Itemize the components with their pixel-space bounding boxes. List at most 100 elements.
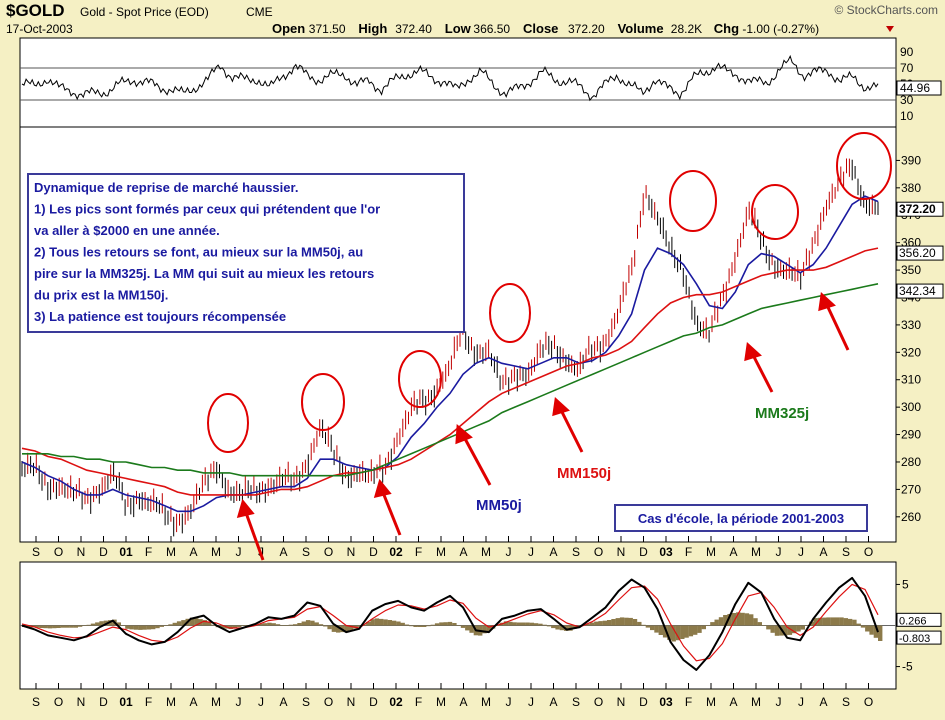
arrow-6 (824, 302, 850, 351)
macd-histogram-bar (65, 625, 70, 628)
arrow-6-head (818, 291, 836, 312)
price-xtick-label-27: D (639, 545, 648, 559)
price-xtick-label-6: M (166, 545, 176, 559)
macd-label-box-1 (896, 630, 942, 645)
macd-histogram-bar (219, 625, 225, 629)
macd-xtick-label-10: J (258, 695, 264, 709)
macd-histogram-bar (172, 622, 177, 626)
macd-histogram-bar (422, 625, 427, 627)
macd-histogram-bar (207, 622, 212, 626)
price-xtick-label-20: M (481, 545, 491, 559)
ma150-label: MM150j (557, 465, 611, 482)
macd-histogram-bar (426, 625, 431, 627)
macd-histogram-bar (379, 618, 384, 626)
arrow-3-head (455, 423, 473, 445)
arrow-1-head (236, 498, 255, 519)
macd-xtick-label-33: J (776, 695, 782, 709)
macd-histogram-bar (611, 619, 616, 626)
macd-histogram-bar (869, 625, 874, 635)
macd-histogram-bar (753, 618, 758, 626)
macd-histogram-bar (822, 617, 827, 626)
macd-histogram-bar (163, 625, 169, 626)
macd-histogram-bar (538, 623, 543, 626)
price-tick-label-10: 290 (901, 428, 921, 442)
peak-circle-2 (301, 373, 345, 431)
macd-histogram-bar (693, 625, 698, 635)
macd-xtick-label-16: 02 (389, 695, 403, 709)
macd-xtick-label-19: A (459, 695, 467, 709)
macd-histogram-bar (559, 625, 565, 631)
price-xtick-label-32: M (751, 545, 761, 559)
macd-histogram-bar (555, 625, 560, 630)
price-xtick-label-30: M (706, 545, 716, 559)
arrow-5 (750, 352, 774, 393)
macd-histogram-bar (460, 625, 466, 628)
macd-histogram-bar (723, 615, 728, 626)
macd-xtick-label-6: M (166, 695, 176, 709)
ohlc-value-1: 372.40 (395, 22, 432, 36)
macd-histogram-bar (155, 625, 160, 629)
macd-histogram-bar (439, 622, 444, 626)
arrow-2-head (373, 478, 392, 499)
price-xtick-label-24: S (572, 545, 580, 559)
macd-histogram-bar (90, 623, 96, 626)
macd-xtick-label-37: O (864, 695, 873, 709)
macd-histogram-bar (344, 625, 349, 632)
macd-xtick-label-15: D (369, 695, 378, 709)
macd-histogram-bar (258, 623, 263, 626)
arrow-1 (243, 509, 265, 561)
ohlc-label-3: Close (523, 21, 558, 36)
macd-xtick-label-31: A (729, 695, 737, 709)
macd-histogram-bar (465, 625, 470, 631)
change-down-icon (886, 26, 894, 32)
macd-histogram-bar (452, 623, 457, 626)
price-label-1: 356.20 (899, 246, 936, 260)
peak-circle-7 (836, 132, 892, 200)
price-xtick-label-16: 02 (389, 545, 403, 559)
macd-histogram-bar (34, 625, 40, 628)
ma-line-MM325j (22, 283, 879, 477)
rsi-tick-label-0: 90 (900, 45, 914, 59)
macd-histogram-bar (228, 625, 233, 630)
macd-histogram-bar (847, 618, 853, 626)
macd-histogram-bar (262, 623, 268, 626)
macd-histogram-bar (293, 624, 298, 626)
macd-histogram-bar (237, 625, 242, 627)
macd-histogram-bar (718, 617, 724, 626)
macd-histogram-bar (400, 622, 405, 626)
ma325-label: MM325j (755, 405, 809, 422)
ohlc-label-4: Volume (618, 21, 664, 36)
macd-histogram-bar (783, 625, 788, 636)
macd-xtick-label-34: J (798, 695, 804, 709)
macd-histogram-bar (839, 617, 844, 626)
macd-histogram-bar (486, 625, 491, 632)
macd-histogram-bar (749, 614, 754, 626)
macd-histogram-bar (602, 620, 608, 626)
macd-histogram-bar (607, 620, 612, 626)
macd-histogram-bar (521, 622, 526, 626)
macd-histogram-bar (619, 617, 625, 626)
price-xtick-label-17: F (415, 545, 422, 559)
macd-histogram-bar (761, 625, 767, 626)
macd-histogram-bar (275, 624, 281, 626)
macd-histogram-bar (357, 625, 362, 627)
period-box-text: Cas d'école, la période 2001-2003 (638, 511, 844, 526)
macd-histogram-bar (280, 625, 285, 626)
macd-xtick-label-23: A (549, 695, 557, 709)
ohlc-row: Open 371.50 High 372.40 Low 366.50 Close 372.20… (272, 21, 819, 36)
price-xtick-label-36: S (842, 545, 850, 559)
price-tick-label-8: 310 (901, 373, 921, 387)
macd-xtick-label-8: M (211, 695, 221, 709)
price-tick-label-12: 270 (901, 482, 921, 496)
ohlc-label-0: Open (272, 21, 305, 36)
macd-histogram-bar (701, 625, 706, 630)
macd-xtick-label-21: J (506, 695, 512, 709)
macd-xtick-label-0: S (32, 695, 40, 709)
macd-histogram-bar (323, 625, 328, 627)
macd-histogram-bar (546, 625, 552, 627)
macd-tick-label-0: 5 (902, 577, 909, 591)
macd-histogram-bar (138, 625, 143, 630)
ma-line-MM50j (21, 195, 879, 513)
peak-circle-5 (669, 170, 717, 232)
macd-histogram-bar (710, 622, 715, 626)
